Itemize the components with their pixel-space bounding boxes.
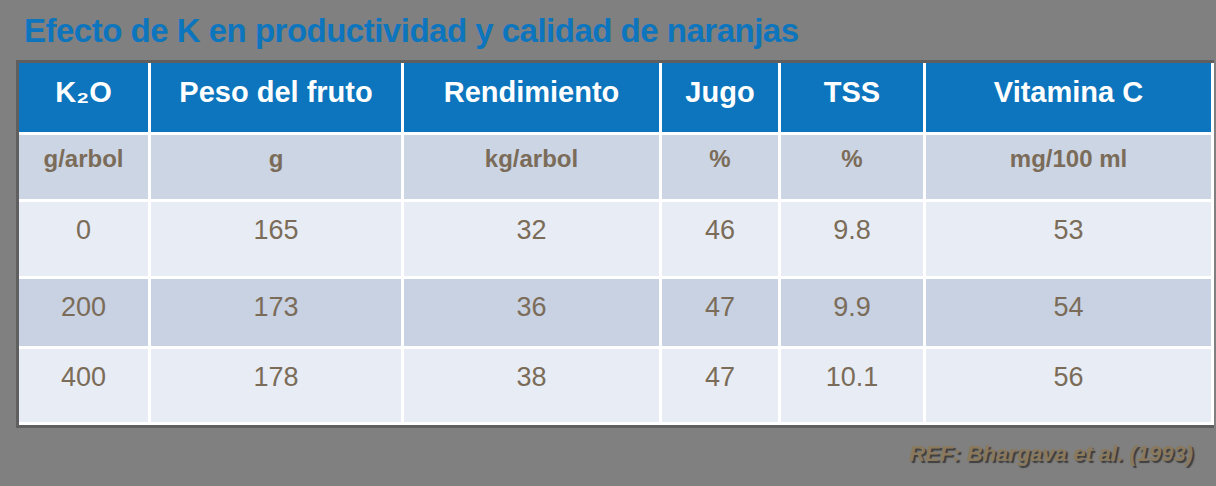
header-cell-peso: Peso del fruto bbox=[151, 63, 404, 135]
unit-cell: % bbox=[781, 135, 926, 202]
header-cell-vitamina-c: Vitamina C bbox=[926, 63, 1214, 135]
data-cell: 9.9 bbox=[781, 279, 926, 349]
data-cell: 0 bbox=[19, 202, 151, 279]
data-cell: 400 bbox=[19, 349, 151, 425]
data-cell: 32 bbox=[404, 202, 662, 279]
data-cell: 46 bbox=[662, 202, 781, 279]
data-cell: 178 bbox=[151, 349, 404, 425]
data-cell: 47 bbox=[662, 349, 781, 425]
data-cell: 173 bbox=[151, 279, 404, 349]
table-row: 0 165 32 46 9.8 53 bbox=[19, 202, 1214, 279]
unit-cell: g/arbol bbox=[19, 135, 151, 202]
data-cell: 54 bbox=[926, 279, 1214, 349]
data-cell: 56 bbox=[926, 349, 1214, 425]
data-cell: 9.8 bbox=[781, 202, 926, 279]
header-cell-k2o: K₂O bbox=[19, 63, 151, 135]
data-cell: 47 bbox=[662, 279, 781, 349]
data-cell: 53 bbox=[926, 202, 1214, 279]
reference-citation: REF: Bhargava et al. (1993) bbox=[909, 441, 1193, 467]
table-row: 400 178 38 47 10.1 56 bbox=[19, 349, 1214, 425]
unit-cell: g bbox=[151, 135, 404, 202]
slide-background: { "slide": { "title": "Efecto de K en pr… bbox=[0, 0, 1216, 486]
unit-cell: mg/100 ml bbox=[926, 135, 1214, 202]
table-header-row: K₂O Peso del fruto Rendimiento Jugo TSS … bbox=[19, 63, 1214, 135]
orange-quality-table: K₂O Peso del fruto Rendimiento Jugo TSS … bbox=[19, 63, 1214, 425]
data-cell: 200 bbox=[19, 279, 151, 349]
data-cell: 165 bbox=[151, 202, 404, 279]
page-title: Efecto de K en productividad y calidad d… bbox=[24, 12, 799, 50]
table-units-row: g/arbol g kg/arbol % % mg/100 ml bbox=[19, 135, 1214, 202]
data-cell: 38 bbox=[404, 349, 662, 425]
header-cell-rendimiento: Rendimiento bbox=[404, 63, 662, 135]
data-cell: 10.1 bbox=[781, 349, 926, 425]
data-cell: 36 bbox=[404, 279, 662, 349]
header-cell-tss: TSS bbox=[781, 63, 926, 135]
unit-cell: kg/arbol bbox=[404, 135, 662, 202]
header-cell-jugo: Jugo bbox=[662, 63, 781, 135]
unit-cell: % bbox=[662, 135, 781, 202]
data-table-frame: K₂O Peso del fruto Rendimiento Jugo TSS … bbox=[16, 60, 1214, 428]
table-row: 200 173 36 47 9.9 54 bbox=[19, 279, 1214, 349]
